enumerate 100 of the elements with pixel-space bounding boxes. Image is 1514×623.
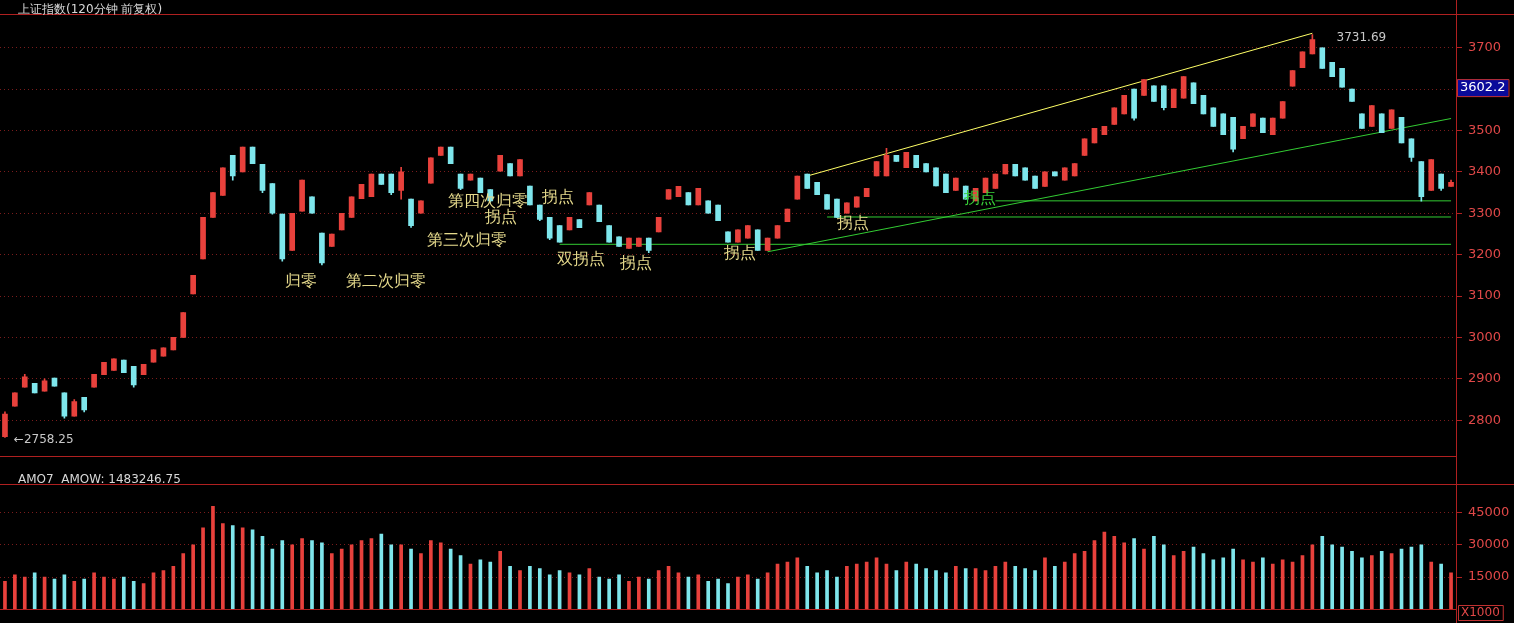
bar: [835, 576, 839, 610]
annotation: 3731.69: [1336, 30, 1387, 45]
bar: [1261, 557, 1265, 610]
bar: [854, 563, 859, 610]
y-tick-label: 3400: [1468, 163, 1502, 179]
bar: [508, 566, 512, 610]
bar: [1142, 548, 1146, 610]
bar: [1449, 572, 1453, 610]
y-tick-label: 3000: [1468, 328, 1502, 344]
bar: [617, 574, 621, 610]
bar: [1429, 561, 1434, 610]
bar: [191, 544, 195, 610]
annotation: 拐点: [836, 212, 870, 232]
bar: [1360, 557, 1364, 610]
bar: [181, 553, 186, 610]
bar: [607, 578, 611, 610]
annotation: 归零: [285, 271, 318, 291]
bar: [1053, 566, 1057, 610]
chart-title: AMO7 AMOW: 1483246.75: [18, 472, 181, 487]
y-tick-label: 2800: [1468, 411, 1502, 427]
bar: [1270, 563, 1275, 610]
bar: [1320, 535, 1325, 610]
y-tick-label: 2900: [1468, 370, 1502, 386]
bar: [736, 576, 740, 610]
y-tick-label: 3700: [1468, 39, 1502, 55]
bar: [211, 505, 215, 610]
bar: [221, 523, 225, 610]
bar: [1013, 566, 1018, 610]
text: 3602.2: [1460, 79, 1506, 95]
bar: [389, 544, 394, 610]
bar: [805, 566, 810, 610]
bar: [963, 568, 968, 610]
bar: [1152, 535, 1156, 610]
bar: [597, 576, 602, 610]
bar: [1161, 544, 1166, 610]
bar: [22, 576, 27, 610]
bar: [1122, 542, 1127, 610]
bar: [755, 578, 760, 610]
bar: [72, 581, 77, 610]
annotation: 双拐点: [556, 248, 605, 268]
bar: [944, 572, 948, 610]
bar: [419, 553, 423, 610]
bar: [339, 548, 344, 610]
bar: [1112, 535, 1117, 610]
bar: [438, 542, 443, 610]
bar: [1439, 563, 1443, 610]
bar: [429, 540, 433, 610]
bar: [953, 566, 958, 610]
bar: [300, 538, 304, 610]
bar: [1379, 550, 1384, 610]
bar: [518, 570, 522, 610]
bar: [1231, 548, 1235, 610]
chart-title: 上证指数(120分钟 前复权): [18, 2, 163, 17]
bar: [1171, 555, 1176, 610]
bar: [131, 581, 136, 610]
bar: [1043, 557, 1047, 610]
bar: [1350, 550, 1354, 610]
bar: [528, 566, 532, 610]
bar: [726, 583, 730, 610]
bar: [290, 544, 295, 610]
annotation: 第三次归零: [427, 229, 508, 249]
bar: [696, 574, 701, 610]
bar: [745, 574, 750, 610]
bar: [815, 572, 819, 610]
bar: [488, 561, 493, 610]
y-tick-label: 45000: [1468, 504, 1510, 520]
bar: [102, 576, 106, 610]
y-tick-label: 3200: [1468, 246, 1502, 262]
annotation: 拐点: [962, 187, 996, 207]
bar: [201, 527, 205, 610]
bar: [112, 578, 116, 610]
bar: [121, 576, 126, 610]
bar: [547, 574, 552, 610]
bar: [409, 548, 413, 610]
bar: [1241, 559, 1245, 610]
bar: [399, 544, 403, 610]
bar: [310, 540, 314, 610]
bar: [934, 570, 938, 610]
bar: [82, 578, 87, 610]
bar: [498, 550, 503, 610]
bar: [924, 568, 928, 610]
bar: [3, 581, 7, 610]
text: X1000: [1461, 605, 1500, 620]
y-tick-label: 3300: [1468, 204, 1502, 220]
annotation: 第二次归零: [345, 271, 426, 291]
bar: [1062, 561, 1067, 610]
bar: [825, 570, 829, 610]
y-tick-label: 3100: [1468, 287, 1502, 303]
bar: [1340, 546, 1344, 610]
bar: [230, 525, 235, 610]
y-tick-label: 15000: [1468, 568, 1510, 584]
bar: [1251, 561, 1255, 610]
bar: [904, 561, 909, 610]
bar: [646, 578, 651, 610]
bar: [706, 581, 711, 610]
bar: [329, 553, 334, 610]
bar: [280, 540, 285, 610]
bar: [914, 563, 919, 610]
bar: [320, 542, 324, 610]
bar: [537, 568, 542, 610]
